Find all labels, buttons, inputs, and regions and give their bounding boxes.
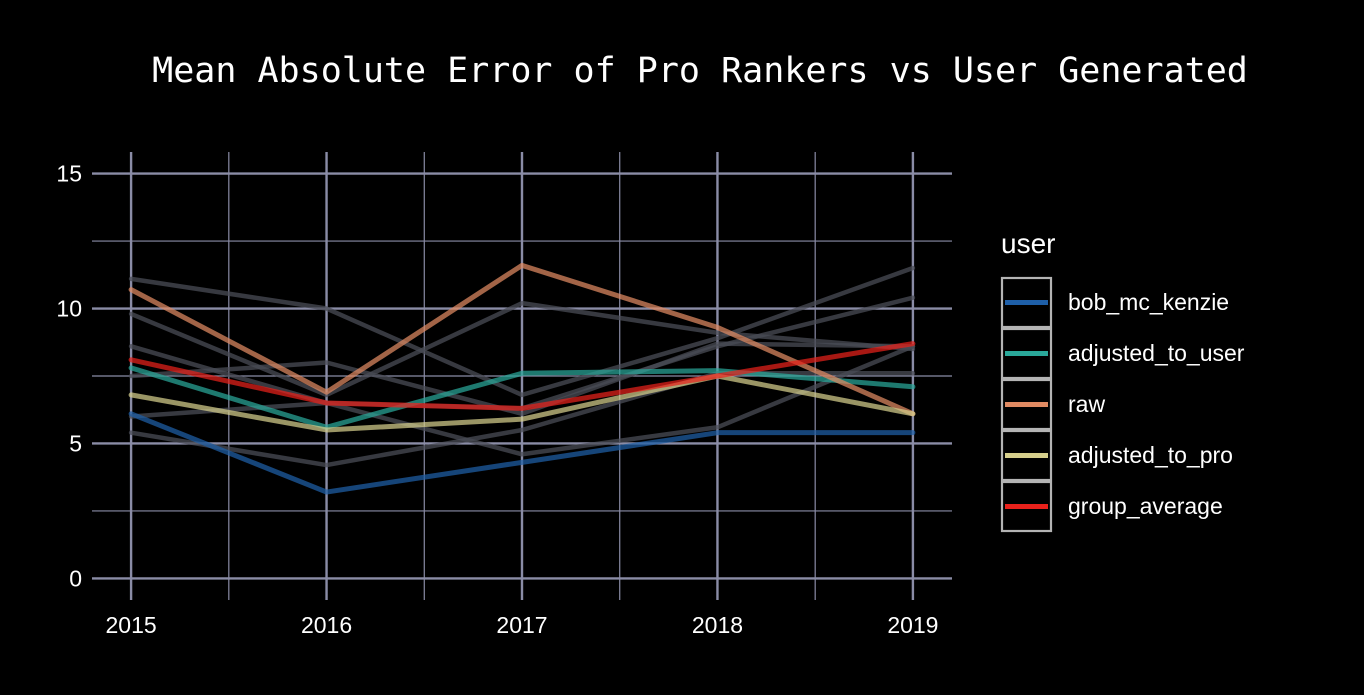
legend-label: adjusted_to_user	[1068, 340, 1245, 366]
series-line-adjusted-to-user	[128, 365, 916, 430]
legend-key-box	[1000, 480, 1053, 533]
background-series-line	[128, 371, 916, 468]
legend-label: adjusted_to_pro	[1068, 442, 1233, 468]
legend-label: group_average	[1068, 493, 1223, 519]
x-tick-label: 2015	[106, 612, 157, 638]
y-tick-label: 5	[69, 430, 82, 456]
series-line-group-average	[128, 341, 916, 411]
x-tick-label: 2018	[692, 612, 743, 638]
series-line-bob-mc-kenzie	[128, 411, 916, 495]
y-tick-label: 0	[69, 565, 82, 591]
legend-key-box	[1000, 429, 1053, 482]
series-lines	[128, 262, 916, 495]
legend-title: user	[1001, 228, 1055, 259]
y-tick-label: 15	[56, 161, 82, 187]
legend-key-box	[1000, 378, 1053, 431]
series-line-adjusted-to-pro	[128, 373, 916, 433]
axis-tick-labels: 0 5 10 15 2015 2016 2017 2018 2019	[56, 161, 938, 638]
x-tick-label: 2016	[301, 612, 352, 638]
y-tick-label: 10	[56, 296, 82, 322]
series-line-raw	[128, 262, 916, 417]
x-tick-label: 2019	[887, 612, 938, 638]
x-tick-label: 2017	[496, 612, 547, 638]
legend-key-box	[1000, 276, 1053, 329]
chart-title: Mean Absolute Error of Pro Rankers vs Us…	[152, 51, 1248, 91]
grid	[92, 152, 952, 600]
background-series-line	[128, 265, 916, 398]
legend-key-box	[1000, 327, 1053, 380]
legend-label: bob_mc_kenzie	[1068, 289, 1229, 315]
background-series-line	[128, 341, 916, 417]
legend-label: raw	[1068, 391, 1105, 417]
